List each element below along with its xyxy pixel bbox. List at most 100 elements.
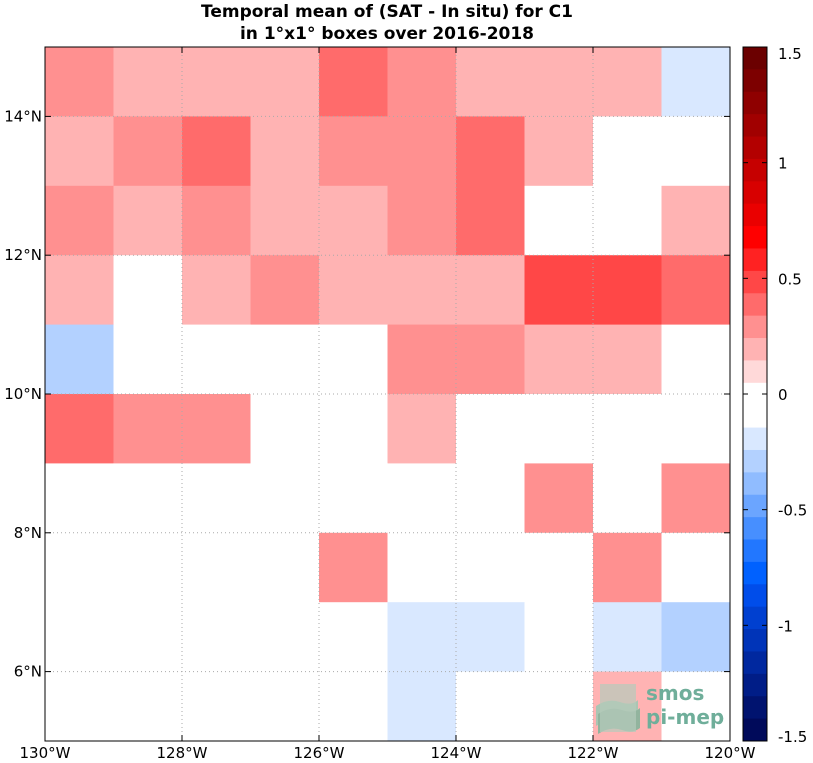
- heatmap-cell: [250, 394, 320, 464]
- heatmap-cell: [250, 47, 320, 117]
- colorbar-segment: [743, 226, 767, 249]
- colorbar-segment: [743, 158, 767, 182]
- heatmap-cell: [593, 324, 662, 395]
- colorbar-segment: [743, 338, 767, 361]
- heatmap-cell: [387, 671, 457, 742]
- heatmap-cell: [319, 255, 388, 325]
- heatmap-cell: [182, 255, 251, 325]
- x-tick-label: 126°W: [294, 744, 345, 762]
- heatmap-cell: [319, 532, 388, 603]
- heatmap-cell: [456, 324, 525, 395]
- heatmap-cell: [182, 602, 251, 672]
- heatmap-cell: [250, 324, 320, 395]
- x-tick-label: 130°W: [20, 744, 71, 762]
- heatmap-cell: [319, 394, 388, 464]
- heatmap-cell: [113, 394, 183, 464]
- colorbar-segment: [743, 651, 767, 675]
- heatmap-cell: [661, 394, 731, 464]
- x-tick-label: 124°W: [431, 744, 482, 762]
- heatmap-cell: [387, 255, 457, 325]
- heatmap-cell: [250, 532, 320, 603]
- colorbar-segment: [743, 181, 767, 205]
- heatmap-cell: [182, 185, 251, 256]
- y-tick-label: 12°N: [4, 246, 42, 264]
- colorbar-tick-label: -1.5: [778, 728, 807, 746]
- heatmap-cell: [524, 47, 594, 117]
- heatmap-cell: [113, 185, 183, 256]
- heatmap-cell: [45, 671, 114, 742]
- heatmap-cell: [456, 47, 525, 117]
- colorbar-segment: [743, 248, 767, 272]
- heatmap-cell: [524, 255, 594, 325]
- colorbar-segment: [743, 718, 767, 742]
- heatmap-cell: [319, 116, 388, 187]
- colorbar: 1.5 1 0.5 0 -0.5 -1 -1.5: [742, 45, 807, 746]
- heatmap-cell: [182, 47, 251, 117]
- heatmap-cell: [113, 255, 183, 325]
- heatmap-cell: [45, 185, 114, 256]
- logo-text-pi-mep: pi-mep: [646, 705, 724, 729]
- y-axis-ticks: 6°N 8°N 10°N 12°N 14°N: [4, 107, 730, 681]
- colorbar-segment: [743, 405, 767, 429]
- colorbar-tick-label: 0: [778, 386, 788, 404]
- heatmap-cell: [661, 324, 731, 395]
- colorbar-segment: [743, 382, 767, 406]
- heatmap-cell: [113, 532, 183, 603]
- heatmap-cell: [456, 116, 525, 187]
- heatmap-cell: [250, 671, 320, 742]
- heatmap-cell: [45, 255, 114, 325]
- heatmap-cell: [182, 671, 251, 742]
- heatmap-cell: [387, 394, 457, 464]
- heatmap-cell: [45, 463, 114, 534]
- colorbar-tick-label: 0.5: [778, 270, 802, 288]
- heatmap-cell: [661, 255, 731, 325]
- heatmap-cell: [524, 324, 594, 395]
- colorbar-segment: [743, 136, 767, 160]
- y-tick-label: 14°N: [4, 107, 42, 125]
- colorbar-segment: [743, 606, 767, 630]
- colorbar-segment: [743, 517, 767, 541]
- heatmap-cell: [456, 394, 525, 464]
- y-tick-label: 6°N: [14, 663, 42, 681]
- y-tick-label: 8°N: [14, 524, 42, 542]
- heatmap-cell: [250, 185, 320, 256]
- heatmap-cell: [387, 602, 457, 672]
- heatmap-cell: [524, 185, 594, 256]
- colorbar-segment: [743, 629, 767, 652]
- heatmap-cell: [387, 116, 457, 187]
- heatmap-cell: [319, 463, 388, 534]
- heatmap-cell: [456, 671, 525, 742]
- heatmap-cell: [319, 47, 388, 117]
- colorbar-tick-label: -1: [778, 617, 793, 635]
- heatmap-cell: [319, 671, 388, 742]
- heatmap-cell: [113, 671, 183, 742]
- heatmap-cell: [113, 116, 183, 187]
- colorbar-tick-label: -0.5: [778, 502, 807, 520]
- heatmap-cell: [113, 463, 183, 534]
- heatmap-cell: [593, 532, 662, 603]
- heatmap-cell: [456, 602, 525, 672]
- colorbar-segment: [743, 69, 767, 93]
- heatmap-cell: [456, 255, 525, 325]
- x-tick-label: 122°W: [568, 744, 619, 762]
- title-line-2: in 1°x1° boxes over 2016-2018: [240, 24, 534, 44]
- heatmap-cell: [182, 324, 251, 395]
- colorbar-segment: [743, 270, 767, 294]
- heatmap-cell: [387, 463, 457, 534]
- heatmap-cell: [319, 185, 388, 256]
- heatmap-cell: [45, 394, 114, 464]
- globe-layers-icon: [596, 684, 640, 734]
- x-axis-ticks: 130°W 128°W 126°W 124°W 122°W 120°W: [20, 47, 756, 762]
- colorbar-segment: [743, 696, 767, 720]
- colorbar-tick-label: 1: [778, 155, 788, 173]
- colorbar-segment: [743, 315, 767, 339]
- heatmap-cell: [182, 116, 251, 187]
- colorbar-segment: [743, 494, 767, 518]
- heatmap-cell: [593, 394, 662, 464]
- heatmap-cell: [661, 532, 731, 603]
- heatmap-cell: [250, 602, 320, 672]
- heatmap-cell: [182, 532, 251, 603]
- y-tick-label: 10°N: [4, 385, 42, 403]
- colorbar-segment: [743, 561, 767, 585]
- colorbar-segment: [743, 427, 767, 451]
